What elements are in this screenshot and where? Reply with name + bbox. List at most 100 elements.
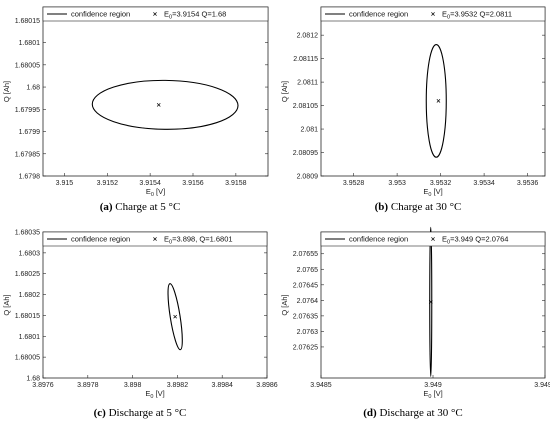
- y-tick-label: 1.68: [26, 376, 40, 383]
- x-tick-label: 3.9156: [182, 180, 204, 187]
- legend-marker-swatch: [431, 12, 435, 16]
- x-tick-label: 3.915: [56, 180, 74, 187]
- plot-c: 3.8976 3.8978 3.898 3.8982 3.8984 3.8986 1.68 1…: [2, 230, 278, 401]
- caption-b-id: (b): [374, 201, 389, 213]
- caption-a-id: (a): [99, 201, 113, 213]
- y-tick-label: 2.0764: [297, 298, 319, 305]
- plot-frame-b: [320, 6, 546, 177]
- y-tick-label: 2.07625: [293, 344, 318, 351]
- y-tick-label: 1.6799: [19, 129, 41, 136]
- caption-d-text: Discharge at 30 °C: [379, 407, 463, 419]
- y-tick-label: 2.081: [300, 127, 318, 134]
- estimate-point-stroke: [156, 102, 161, 107]
- plot-frame-c: [42, 231, 268, 379]
- x-tick-label: 3.9532: [430, 180, 452, 187]
- y-tick-label: 1.68015: [15, 313, 40, 320]
- caption-c-id: (c): [93, 407, 106, 419]
- caption-d-id: (d): [363, 407, 377, 419]
- x-axis-label: E0 [V]: [145, 389, 164, 400]
- y-tick-label: 2.0765: [297, 267, 319, 274]
- legend-region-label: confidence region: [349, 235, 408, 244]
- plot-b: 3.9528 3.953 3.9532 3.9534 3.9536 2.0809 2.080…: [280, 6, 546, 198]
- estimate-point-stroke: [428, 300, 433, 304]
- legend-point-label: E0=3.898, Q=1.6801: [164, 235, 233, 246]
- y-axis-label: Q [Ah]: [280, 294, 289, 315]
- plot-frame-d: [320, 231, 546, 379]
- x-axis-label: E0 [V]: [146, 187, 165, 198]
- y-axis-label: Q [Ah]: [280, 81, 289, 102]
- caption-b: (b) Charge at 30 °C: [375, 201, 462, 213]
- caption-a: (a) Charge at 5 °C: [100, 201, 181, 213]
- y-tick-label: 1.6798: [19, 174, 41, 181]
- estimate-point: [156, 102, 161, 107]
- legend-point-label: E0=3.9532 Q=2.0811: [442, 10, 512, 21]
- x-tick-label: 3.8982: [167, 382, 189, 389]
- estimate-point-stroke: [436, 99, 441, 103]
- x-axis-label: E0 [V]: [423, 389, 442, 400]
- x-tick-label: 3.8976: [32, 382, 54, 389]
- x-tick-label: 3.8986: [256, 382, 278, 389]
- caption-d: (d) Discharge at 30 °C: [363, 407, 463, 419]
- confidence-region: [429, 226, 433, 377]
- legend-c: confidence region E0=3.898, Q=1.6801: [42, 231, 268, 247]
- x-tick-label: 3.9528: [343, 180, 365, 187]
- y-tick-label: 1.6802: [19, 292, 41, 299]
- y-tick-label: 2.08095: [293, 150, 318, 157]
- legend-region-label: confidence region: [349, 10, 408, 19]
- y-tick-label: 1.6803: [19, 250, 41, 257]
- y-tick-label: 2.07655: [293, 251, 318, 258]
- y-tick-label: 2.07645: [293, 282, 318, 289]
- y-tick-label: 1.68005: [15, 355, 40, 362]
- legend-d: confidence region E0=3.949 Q=2.0764: [320, 231, 546, 247]
- x-tick-label: 3.9158: [225, 180, 247, 187]
- y-tick-label: 2.0812: [297, 33, 319, 40]
- x-tick-label: 3.898: [124, 382, 142, 389]
- confidence-region: [167, 283, 183, 351]
- y-tick-label: 2.0811: [297, 80, 318, 87]
- x-tick-label: 3.9485: [310, 382, 332, 389]
- plot-d: 3.9485 3.949 3.9495 2.07625 2.0763 2.07635 2.0…: [280, 226, 550, 400]
- x-tick-label: 3.949: [424, 382, 442, 389]
- x-axis-label: E0 [V]: [423, 187, 442, 198]
- legend-marker-swatch: [431, 237, 435, 241]
- confidence-region: [425, 44, 447, 158]
- y-tick-label: 1.6801: [19, 40, 41, 47]
- y-tick-label: 1.68005: [15, 62, 40, 69]
- y-tick-label: 1.68025: [15, 271, 40, 278]
- x-tick-label: 3.8978: [77, 382, 99, 389]
- x-tick-label: 3.9536: [517, 180, 539, 187]
- legend-point-label: E0=3.9154 Q=1.68: [164, 10, 226, 21]
- legend-marker-swatch: [153, 237, 157, 241]
- y-tick-label: 1.68: [26, 85, 40, 92]
- x-tick-label: 3.9495: [534, 382, 550, 389]
- caption-a-text: Charge at 5 °C: [115, 201, 181, 213]
- caption-c: (c) Discharge at 5 °C: [94, 407, 187, 419]
- legend-box: [42, 6, 269, 22]
- y-axis-label: Q [Ah]: [2, 294, 11, 315]
- estimate-point: [173, 314, 178, 319]
- x-tick-label: 3.9534: [473, 180, 495, 187]
- x-tick-label: 3.9152: [97, 180, 119, 187]
- y-tick-label: 1.67985: [15, 151, 40, 158]
- y-tick-label: 1.68035: [15, 230, 40, 237]
- x-tick-label: 3.8984: [211, 382, 233, 389]
- y-tick-label: 1.68015: [15, 18, 40, 25]
- y-tick-label: 1.6801: [19, 334, 41, 341]
- legend-marker-swatch: [153, 12, 157, 16]
- caption-c-text: Discharge at 5 °C: [108, 407, 187, 419]
- confidence-region: [91, 79, 239, 130]
- y-tick-label: 1.67995: [15, 107, 40, 114]
- caption-b-text: Charge at 30 °C: [390, 201, 462, 213]
- plot-a: 3.915 3.9152 3.9154 3.9156 3.9158 1.6798 1.679…: [2, 6, 269, 198]
- y-axis-label: Q [Ah]: [2, 81, 11, 102]
- x-tick-label: 3.9154: [139, 180, 161, 187]
- y-tick-label: 2.08115: [293, 56, 318, 63]
- y-tick-label: 2.08105: [293, 103, 318, 110]
- estimate-point: [436, 99, 441, 103]
- y-tick-label: 2.0809: [297, 174, 319, 181]
- legend-region-label: confidence region: [71, 235, 130, 244]
- estimate-point: [428, 300, 433, 304]
- y-tick-label: 2.07635: [293, 313, 318, 320]
- legend-a: confidence region E0=3.9154 Q=1.68: [42, 6, 269, 22]
